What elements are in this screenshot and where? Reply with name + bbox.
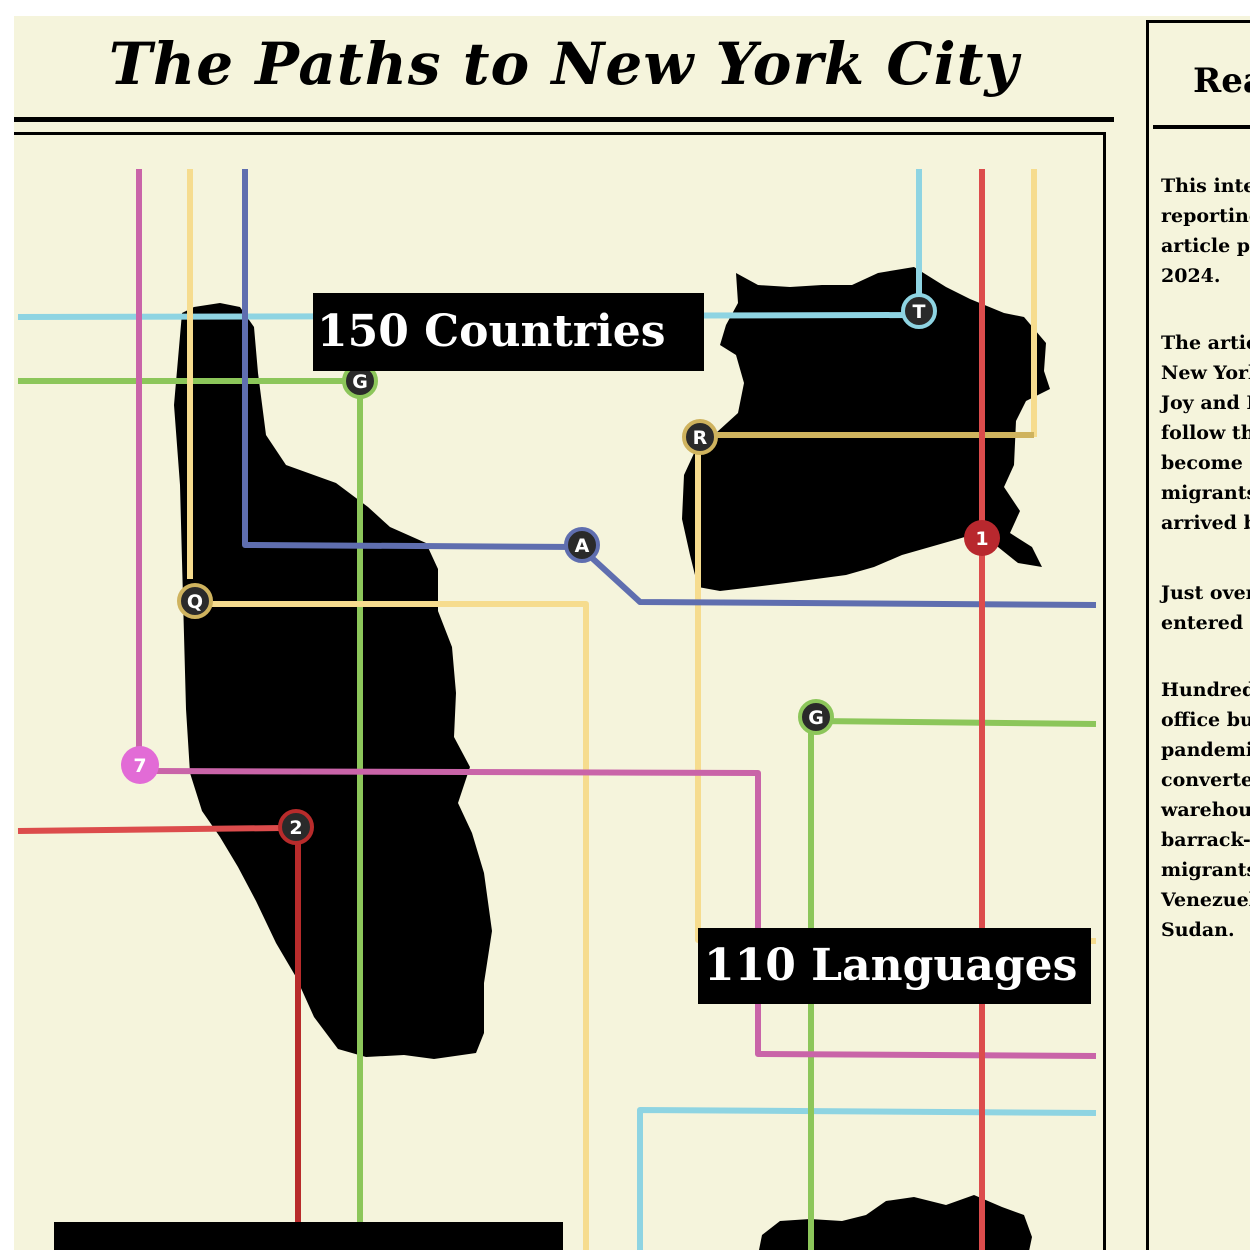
station-g-lower[interactable]: G: [798, 699, 834, 735]
station-q[interactable]: Q: [177, 583, 213, 619]
station-r[interactable]: R: [682, 419, 718, 455]
line-cyan-bottom: [637, 1107, 1097, 1250]
sidebar-paragraph-1: This inte reporting article pu 2024.: [1161, 175, 1250, 287]
station-1[interactable]: 1: [964, 520, 1000, 556]
station-label: G: [808, 707, 824, 729]
infographic-canvas: The Paths to New York City: [14, 16, 1250, 1250]
stat-countries: 150 Countries: [313, 293, 704, 371]
line-yellow-middle: [210, 601, 589, 1250]
station-t[interactable]: T: [901, 293, 937, 329]
brooklyn-landmass: [759, 1195, 1032, 1250]
page-title: The Paths to New York City: [108, 30, 1020, 98]
sidebar-rule: [1153, 125, 1250, 129]
line-red-left: [17, 825, 283, 834]
manhattan-landmass: [174, 303, 492, 1059]
station-2[interactable]: 2: [278, 809, 314, 845]
sidebar-heading: Rea: [1193, 61, 1250, 101]
station-label: 2: [289, 817, 302, 839]
station-label: Q: [187, 591, 203, 613]
read-more-sidebar: Rea This inte reporting article pu 2024.…: [1146, 20, 1250, 1250]
station-label: A: [575, 535, 590, 557]
station-label: G: [352, 371, 368, 393]
map-frame: T G R A 1: [14, 132, 1106, 1250]
title-rule: [14, 117, 1114, 122]
line-magenta-horizontal: [153, 768, 1097, 1059]
station-7[interactable]: 7: [121, 746, 159, 784]
station-a[interactable]: A: [564, 527, 600, 563]
queens-landmass: [682, 267, 1050, 591]
station-label: T: [913, 301, 926, 323]
stat-shelter-system: 1 Shelter System: [54, 1222, 563, 1250]
line-green-right: [815, 718, 1097, 727]
sidebar-paragraph-2: The artic New York Joy and H follow th b…: [1161, 332, 1250, 534]
station-label: R: [693, 427, 708, 449]
sidebar-paragraph-3: Just over entered N: [1161, 582, 1250, 634]
station-label: 1: [975, 528, 988, 550]
station-label: 7: [133, 755, 146, 777]
sidebar-paragraph-4: Hundred office bu pandemi converte wareh…: [1161, 679, 1250, 941]
stat-languages: 110 Languages: [698, 928, 1091, 1004]
